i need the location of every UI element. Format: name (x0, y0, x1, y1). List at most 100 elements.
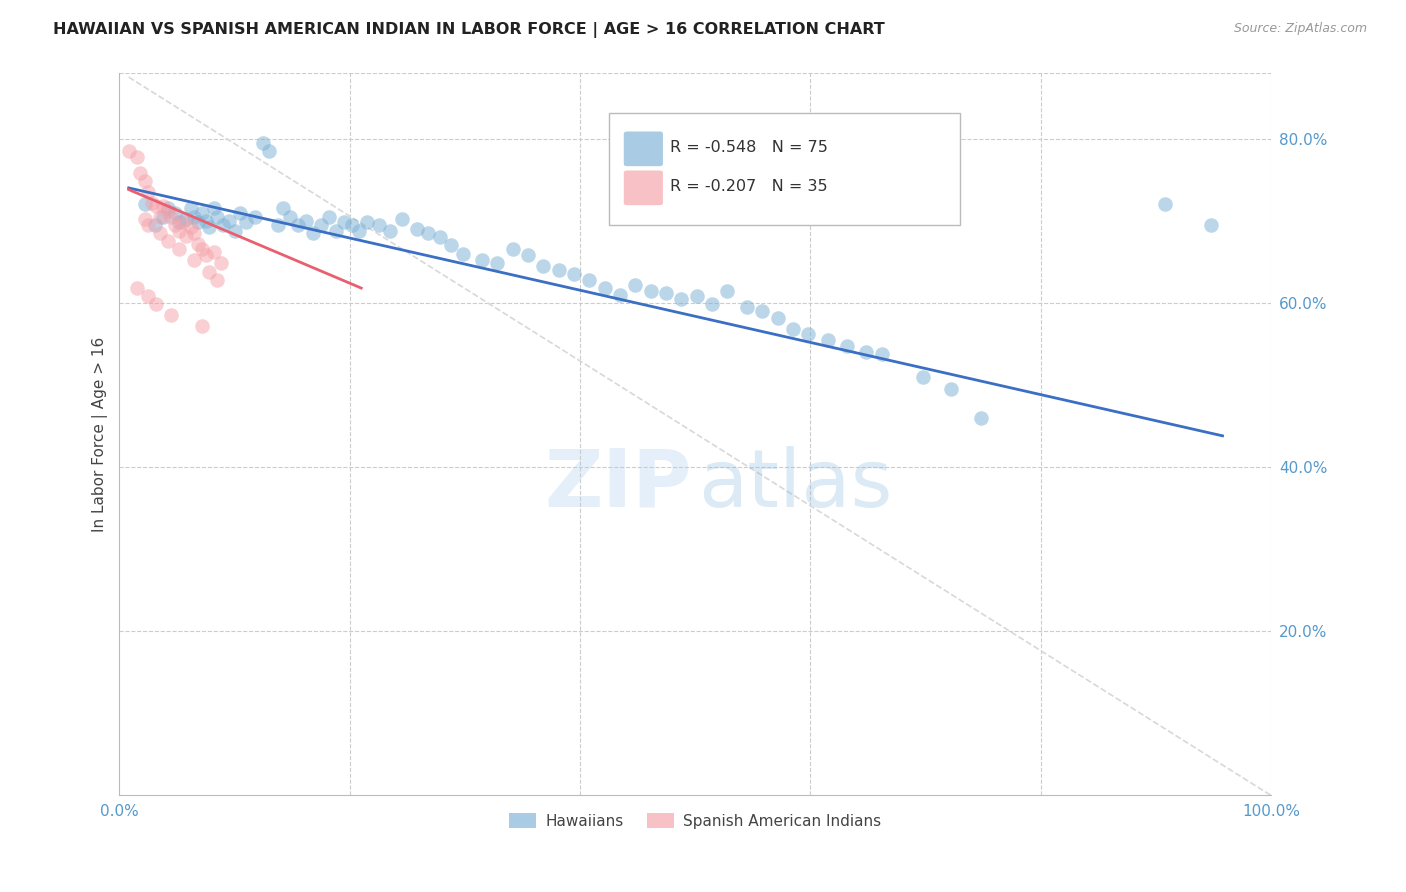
Point (702, 297, 724, 311)
Point (169, 224, 191, 238)
Point (1199, 218, 1222, 232)
Point (169, 215, 191, 229)
Point (145, 199, 167, 213)
Point (160, 210, 183, 224)
Point (172, 215, 194, 229)
Point (287, 218, 309, 232)
Point (229, 205, 252, 219)
Point (218, 213, 240, 227)
Point (207, 273, 229, 287)
Point (180, 202, 202, 216)
Point (174, 212, 197, 227)
Point (145, 297, 167, 311)
Point (356, 215, 378, 229)
Point (347, 224, 370, 238)
Point (134, 212, 156, 227)
Point (207, 210, 229, 224)
Point (686, 289, 709, 303)
Point (595, 281, 617, 295)
Point (671, 292, 693, 306)
Point (183, 253, 205, 268)
Point (194, 248, 217, 262)
Point (440, 238, 463, 252)
Point (191, 243, 214, 257)
Point (548, 263, 571, 277)
Point (325, 224, 347, 238)
Point (141, 195, 163, 210)
Point (143, 218, 166, 232)
Point (278, 210, 301, 224)
Point (156, 203, 179, 218)
Point (333, 215, 356, 229)
Point (735, 300, 758, 314)
Text: R = -0.548   N = 75: R = -0.548 N = 75 (669, 140, 828, 155)
Point (562, 267, 585, 281)
Point (855, 345, 877, 359)
Point (118, 144, 141, 158)
Point (209, 256, 232, 270)
Point (156, 234, 179, 248)
Point (183, 226, 205, 240)
Point (837, 338, 859, 352)
Point (912, 369, 935, 384)
Point (125, 281, 148, 295)
Point (191, 205, 214, 219)
Point (152, 199, 174, 213)
Point (502, 243, 524, 257)
Point (198, 265, 221, 279)
Point (640, 284, 662, 298)
Point (224, 224, 246, 238)
Point (191, 318, 214, 333)
Point (609, 287, 631, 301)
Point (194, 213, 217, 227)
FancyBboxPatch shape (609, 112, 960, 225)
Point (367, 218, 389, 232)
Point (257, 144, 280, 158)
Point (160, 308, 183, 322)
Point (870, 347, 893, 361)
Text: Source: ZipAtlas.com: Source: ZipAtlas.com (1233, 22, 1367, 36)
Point (302, 226, 325, 240)
Point (939, 382, 962, 396)
Text: atlas: atlas (699, 446, 893, 524)
Point (766, 310, 789, 325)
Point (429, 230, 451, 244)
Point (716, 284, 738, 298)
Point (187, 236, 209, 251)
Point (751, 304, 773, 318)
Point (202, 202, 225, 216)
Point (163, 205, 186, 219)
Point (624, 277, 647, 292)
Point (378, 224, 401, 238)
Point (129, 166, 152, 180)
Legend: Hawaiians, Spanish American Indians: Hawaiians, Spanish American Indians (503, 806, 887, 835)
Point (169, 243, 191, 257)
Point (134, 197, 156, 211)
Point (212, 218, 235, 232)
Point (416, 226, 439, 240)
Point (198, 220, 221, 235)
Point (174, 228, 197, 243)
Point (655, 285, 678, 300)
Y-axis label: In Labor Force | Age > 16: In Labor Force | Age > 16 (93, 336, 108, 532)
Point (318, 210, 340, 224)
Point (163, 218, 186, 232)
Point (340, 218, 363, 232)
Point (156, 202, 179, 216)
Point (970, 410, 993, 425)
Point (136, 289, 159, 303)
Point (149, 226, 172, 240)
Point (187, 215, 209, 229)
FancyBboxPatch shape (624, 131, 662, 166)
Point (391, 212, 413, 227)
Text: ZIP: ZIP (544, 446, 692, 524)
Point (235, 215, 257, 229)
Point (271, 202, 294, 216)
Point (486, 256, 509, 270)
FancyBboxPatch shape (624, 170, 662, 205)
Point (149, 210, 172, 224)
Point (405, 222, 427, 236)
Point (797, 326, 820, 341)
Point (136, 218, 159, 232)
Point (451, 246, 474, 260)
